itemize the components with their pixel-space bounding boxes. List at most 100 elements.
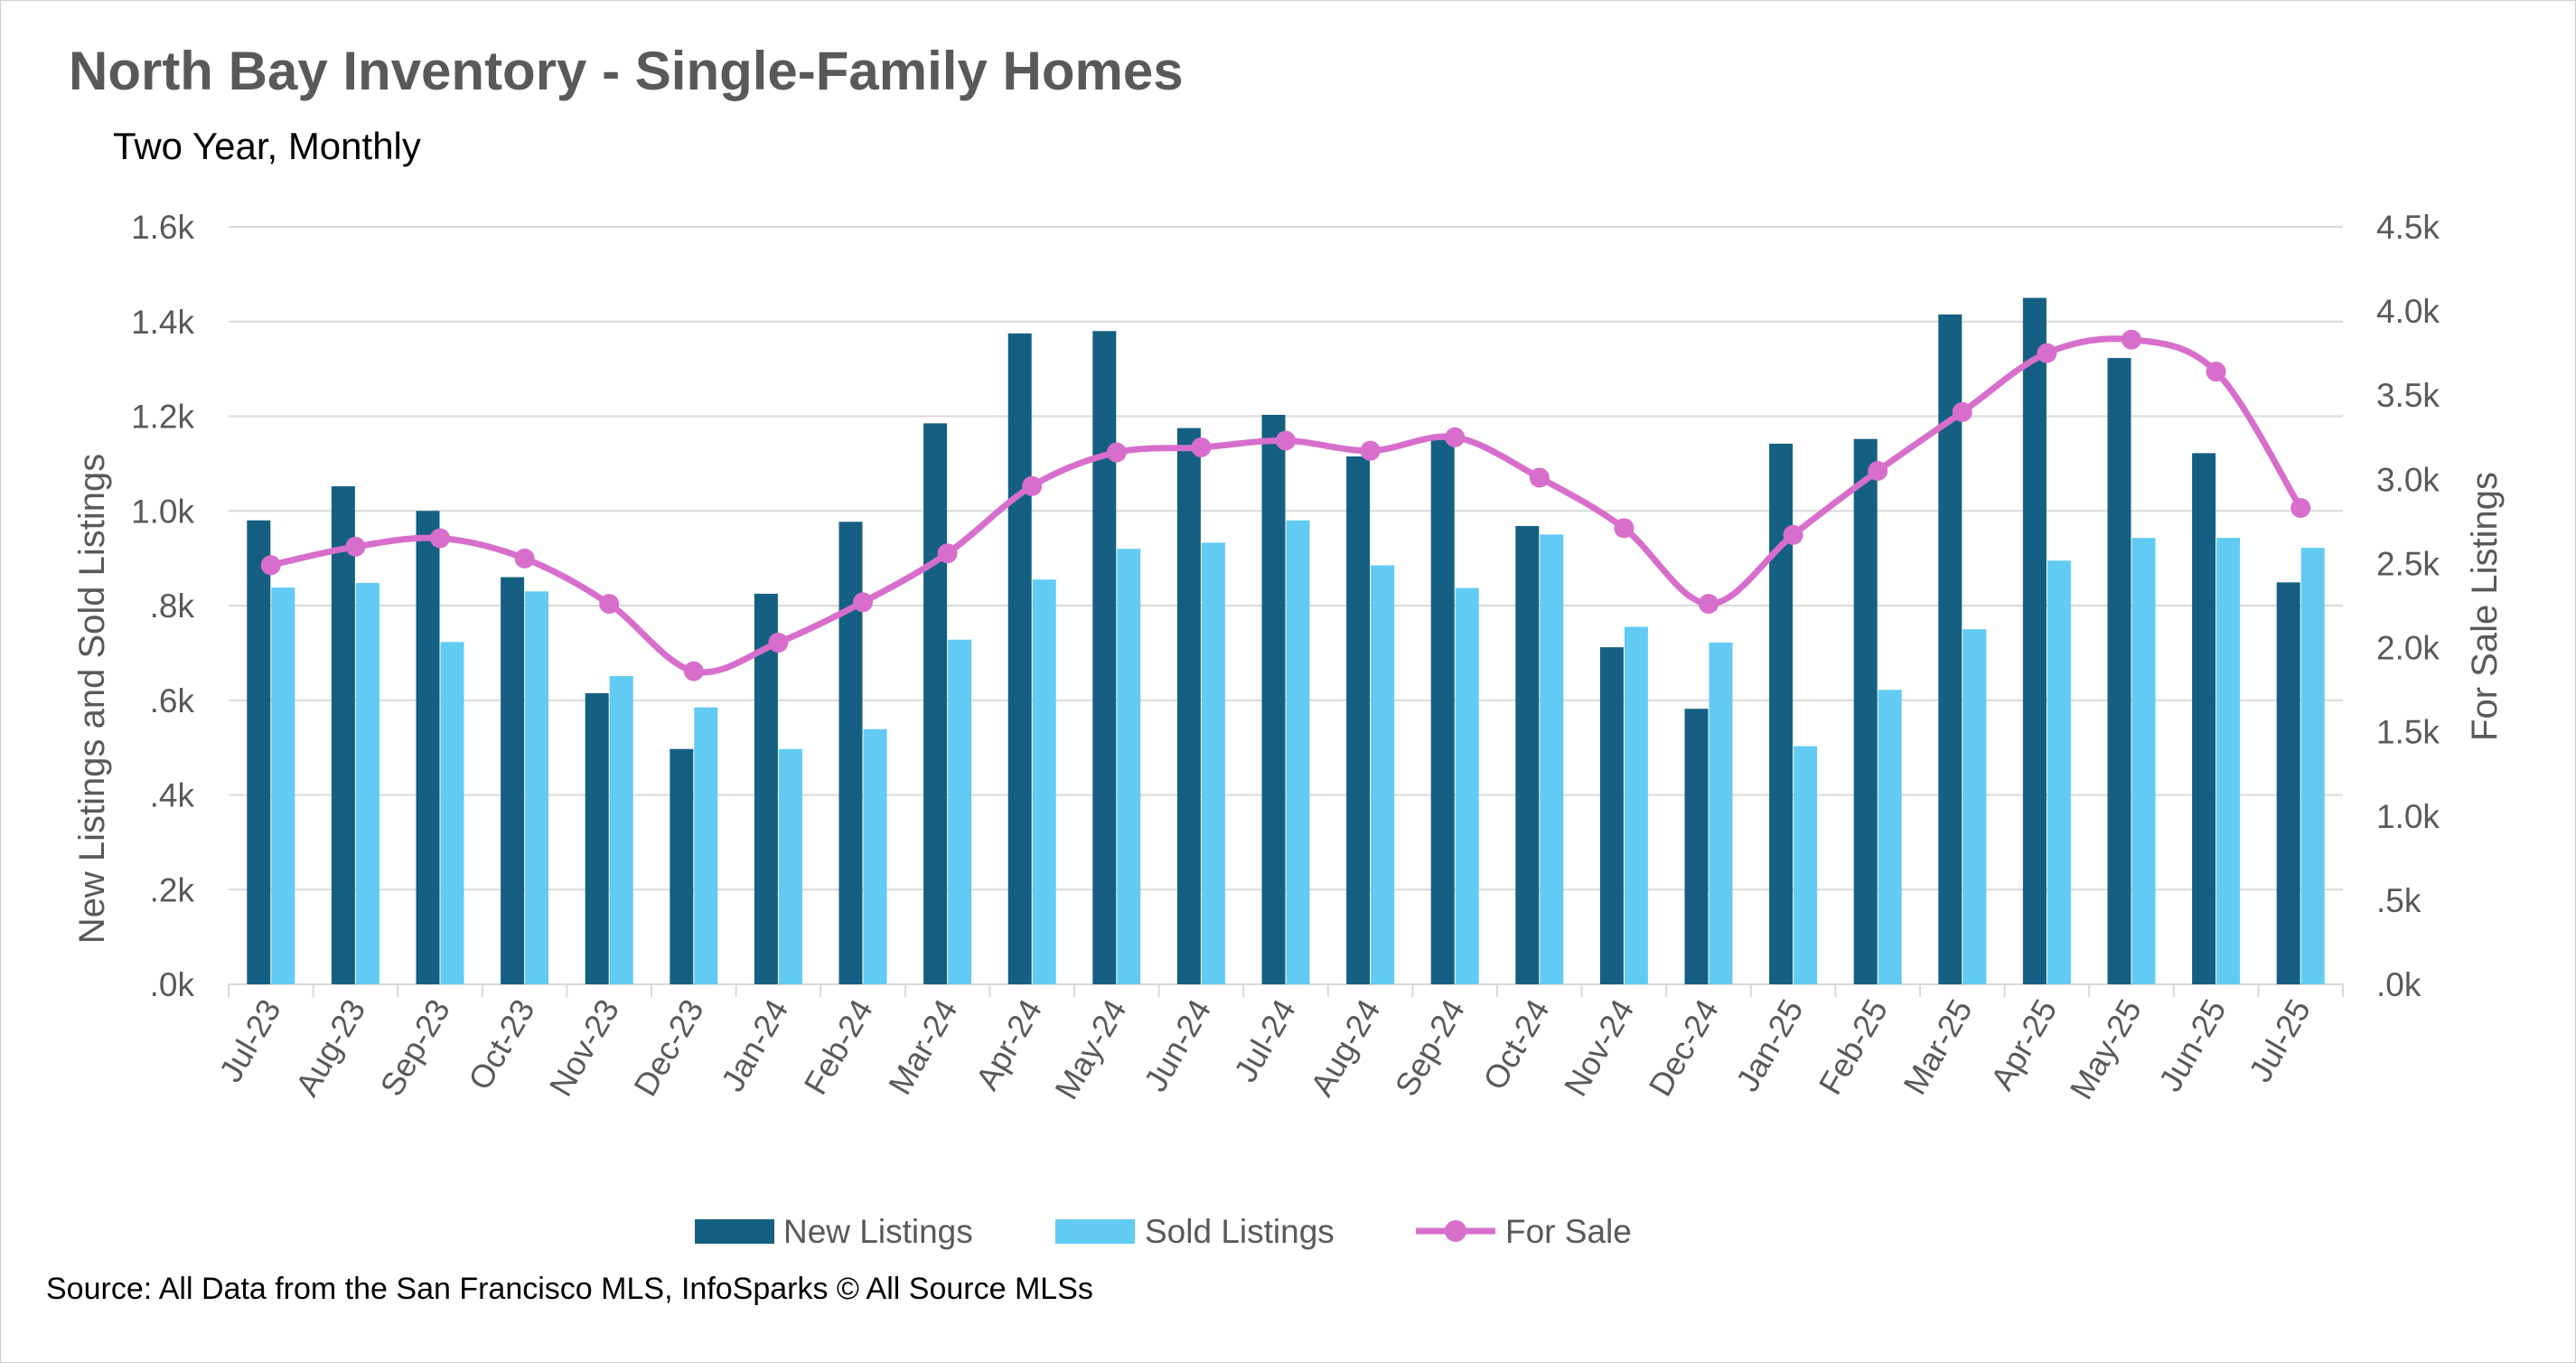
- bar-new-listings: [247, 520, 271, 984]
- bar-sold-listings: [2300, 548, 2325, 984]
- left-axis-tick-label: 1.6k: [131, 209, 194, 246]
- point-for-sale: [683, 661, 704, 682]
- legend-label-new-listings: New Listings: [783, 1213, 973, 1250]
- x-axis-tick-label: Aug-23: [288, 993, 373, 1103]
- right-axis-tick-label: 4.5k: [2376, 209, 2440, 246]
- point-for-sale: [937, 543, 958, 564]
- bar-sold-listings: [1371, 565, 1395, 984]
- x-axis-tick-label: Jul-24: [1226, 993, 1303, 1088]
- bar-new-listings: [2276, 582, 2300, 984]
- x-axis-tick-label: May-24: [1047, 993, 1134, 1105]
- bar-new-listings: [1261, 414, 1286, 985]
- right-axis-tick-label: 2.5k: [2376, 545, 2440, 582]
- point-for-sale: [1699, 594, 1719, 615]
- bar-sold-listings: [1794, 746, 1818, 984]
- x-axis-tick-label: Oct-23: [461, 993, 542, 1096]
- bar-new-listings: [2107, 358, 2131, 984]
- x-axis-tick-label: Feb-24: [796, 993, 880, 1101]
- point-for-sale: [2122, 329, 2141, 350]
- bar-new-listings: [1176, 428, 1201, 984]
- bar-sold-listings: [778, 748, 802, 984]
- bar-sold-listings: [609, 676, 633, 984]
- bar-new-listings: [2022, 297, 2047, 984]
- x-axis-tick-label: May-25: [2062, 993, 2149, 1105]
- legend-swatch-sold-listings: [1055, 1219, 1135, 1244]
- x-axis-tick-label: Jul-25: [2242, 993, 2318, 1088]
- right-axis-tick-label: 3.5k: [2376, 377, 2440, 414]
- bar-sold-listings: [2216, 538, 2241, 984]
- x-axis-tick-label: Jul-23: [211, 993, 288, 1088]
- bar-new-listings: [923, 423, 948, 984]
- bar-sold-listings: [2047, 560, 2071, 984]
- bar-sold-listings: [1032, 579, 1056, 984]
- source-note: Source: All Data from the San Francisco …: [46, 1272, 1093, 1306]
- bar-new-listings: [1853, 438, 1878, 984]
- bar-new-listings: [1346, 456, 1371, 984]
- x-axis-tick-label: Nov-23: [542, 993, 627, 1103]
- legend: New Listings Sold Listings For Sale: [695, 1213, 1632, 1250]
- right-axis-tick-label: 3.0k: [2376, 461, 2440, 498]
- x-axis-tick-label: Apr-25: [1983, 993, 2065, 1096]
- bar-sold-listings: [1624, 626, 1648, 984]
- bar-sold-listings: [694, 707, 718, 984]
- right-axis-tick-label: 1.0k: [2376, 798, 2440, 835]
- point-for-sale: [1868, 461, 1888, 482]
- x-axis-tick-label: Feb-25: [1812, 993, 1896, 1101]
- legend-label-sold-listings: Sold Listings: [1145, 1213, 1335, 1250]
- bar-sold-listings: [355, 582, 379, 984]
- point-for-sale: [1022, 475, 1043, 496]
- bar-sold-listings: [1878, 690, 1902, 984]
- left-axis-tick-label: .4k: [150, 777, 195, 814]
- left-axis-tick-label: 1.0k: [131, 493, 194, 530]
- point-for-sale: [1614, 518, 1635, 539]
- right-axis-tick-label: 2.0k: [2376, 630, 2440, 667]
- chart-title: North Bay Inventory - Single-Family Home…: [69, 41, 1184, 101]
- line-for-sale: [270, 335, 2304, 676]
- bar-new-listings: [1599, 647, 1624, 984]
- point-for-sale: [2037, 343, 2057, 363]
- legend-swatch-for-sale-marker: [1445, 1220, 1466, 1242]
- bar-sold-listings: [2131, 538, 2156, 984]
- point-for-sale: [1445, 427, 1466, 447]
- x-axis-tick-label: Jun-25: [2151, 993, 2234, 1098]
- bar-sold-listings: [271, 588, 295, 984]
- x-axis-tick-label: Mar-24: [881, 993, 965, 1101]
- right-axis-tick-label: .5k: [2376, 882, 2421, 919]
- right-axis-ticks: .0k .5k 1.0k 1.5k 2.0k 2.5k 3.0k 3.5k 4.0k 4.5k: [2376, 209, 2440, 1003]
- x-axis-tick-label: Dec-24: [1641, 993, 1726, 1103]
- point-for-sale: [1276, 430, 1296, 451]
- point-for-sale: [345, 536, 366, 557]
- bar-new-listings: [2192, 453, 2216, 984]
- point-for-sale: [1952, 401, 1972, 422]
- bar-sold-listings: [1117, 549, 1141, 984]
- left-axis-tick-label: .0k: [150, 966, 195, 1003]
- bar-new-listings: [501, 577, 525, 984]
- bar-sold-listings: [1962, 629, 1987, 984]
- left-axis-tick-label: 1.2k: [131, 399, 194, 436]
- bar-new-listings: [416, 511, 440, 984]
- bar-sold-listings: [863, 728, 887, 984]
- point-for-sale: [1191, 437, 1212, 457]
- point-for-sale: [430, 528, 450, 549]
- point-for-sale: [2290, 497, 2311, 518]
- point-for-sale: [853, 592, 873, 613]
- bar-new-listings: [670, 748, 694, 984]
- right-axis-title: For Sale Listings: [2465, 472, 2505, 741]
- right-axis-tick-label: 4.0k: [2376, 293, 2440, 330]
- line-series: [260, 329, 2311, 682]
- left-axis-tick-label: 1.4k: [131, 304, 194, 341]
- right-axis-tick-label: 1.5k: [2376, 714, 2440, 751]
- bar-new-listings: [331, 486, 355, 984]
- bar-sold-listings: [440, 642, 464, 984]
- left-axis-tick-label: .2k: [150, 871, 195, 908]
- point-for-sale: [1783, 524, 1803, 545]
- x-axis-tick-label: Apr-24: [969, 993, 1050, 1096]
- gridlines: [228, 226, 2344, 997]
- x-axis-tick-label: Jun-24: [1137, 993, 1219, 1098]
- bar-sold-listings: [1286, 520, 1310, 984]
- x-axis-tick-label: Nov-24: [1557, 993, 1642, 1103]
- legend-label-for-sale: For Sale: [1505, 1213, 1632, 1250]
- point-for-sale: [514, 548, 535, 569]
- bar-new-listings: [1515, 526, 1540, 984]
